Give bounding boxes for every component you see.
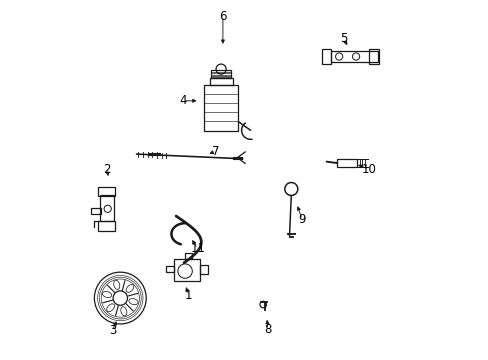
- Bar: [98, 187, 115, 196]
- Bar: [101, 195, 114, 221]
- Text: 7: 7: [211, 145, 219, 158]
- Bar: [203, 85, 238, 131]
- Text: 9: 9: [298, 213, 305, 226]
- Bar: [185, 253, 192, 259]
- Text: 1: 1: [184, 289, 192, 302]
- Bar: [321, 49, 330, 64]
- Text: 10: 10: [361, 163, 375, 176]
- Bar: [174, 259, 200, 281]
- Bar: [200, 265, 208, 274]
- Bar: [330, 51, 377, 62]
- Bar: [209, 78, 232, 85]
- Text: 3: 3: [108, 324, 116, 337]
- Text: 4: 4: [179, 94, 187, 107]
- Bar: [166, 266, 174, 272]
- Bar: [337, 159, 356, 167]
- Bar: [368, 49, 379, 64]
- Text: 11: 11: [190, 242, 205, 255]
- Text: 8: 8: [264, 323, 271, 336]
- Text: 2: 2: [103, 163, 110, 176]
- Bar: [91, 208, 101, 214]
- Bar: [211, 70, 231, 78]
- Text: 5: 5: [339, 32, 346, 45]
- Text: 6: 6: [219, 10, 226, 23]
- Bar: [98, 221, 115, 231]
